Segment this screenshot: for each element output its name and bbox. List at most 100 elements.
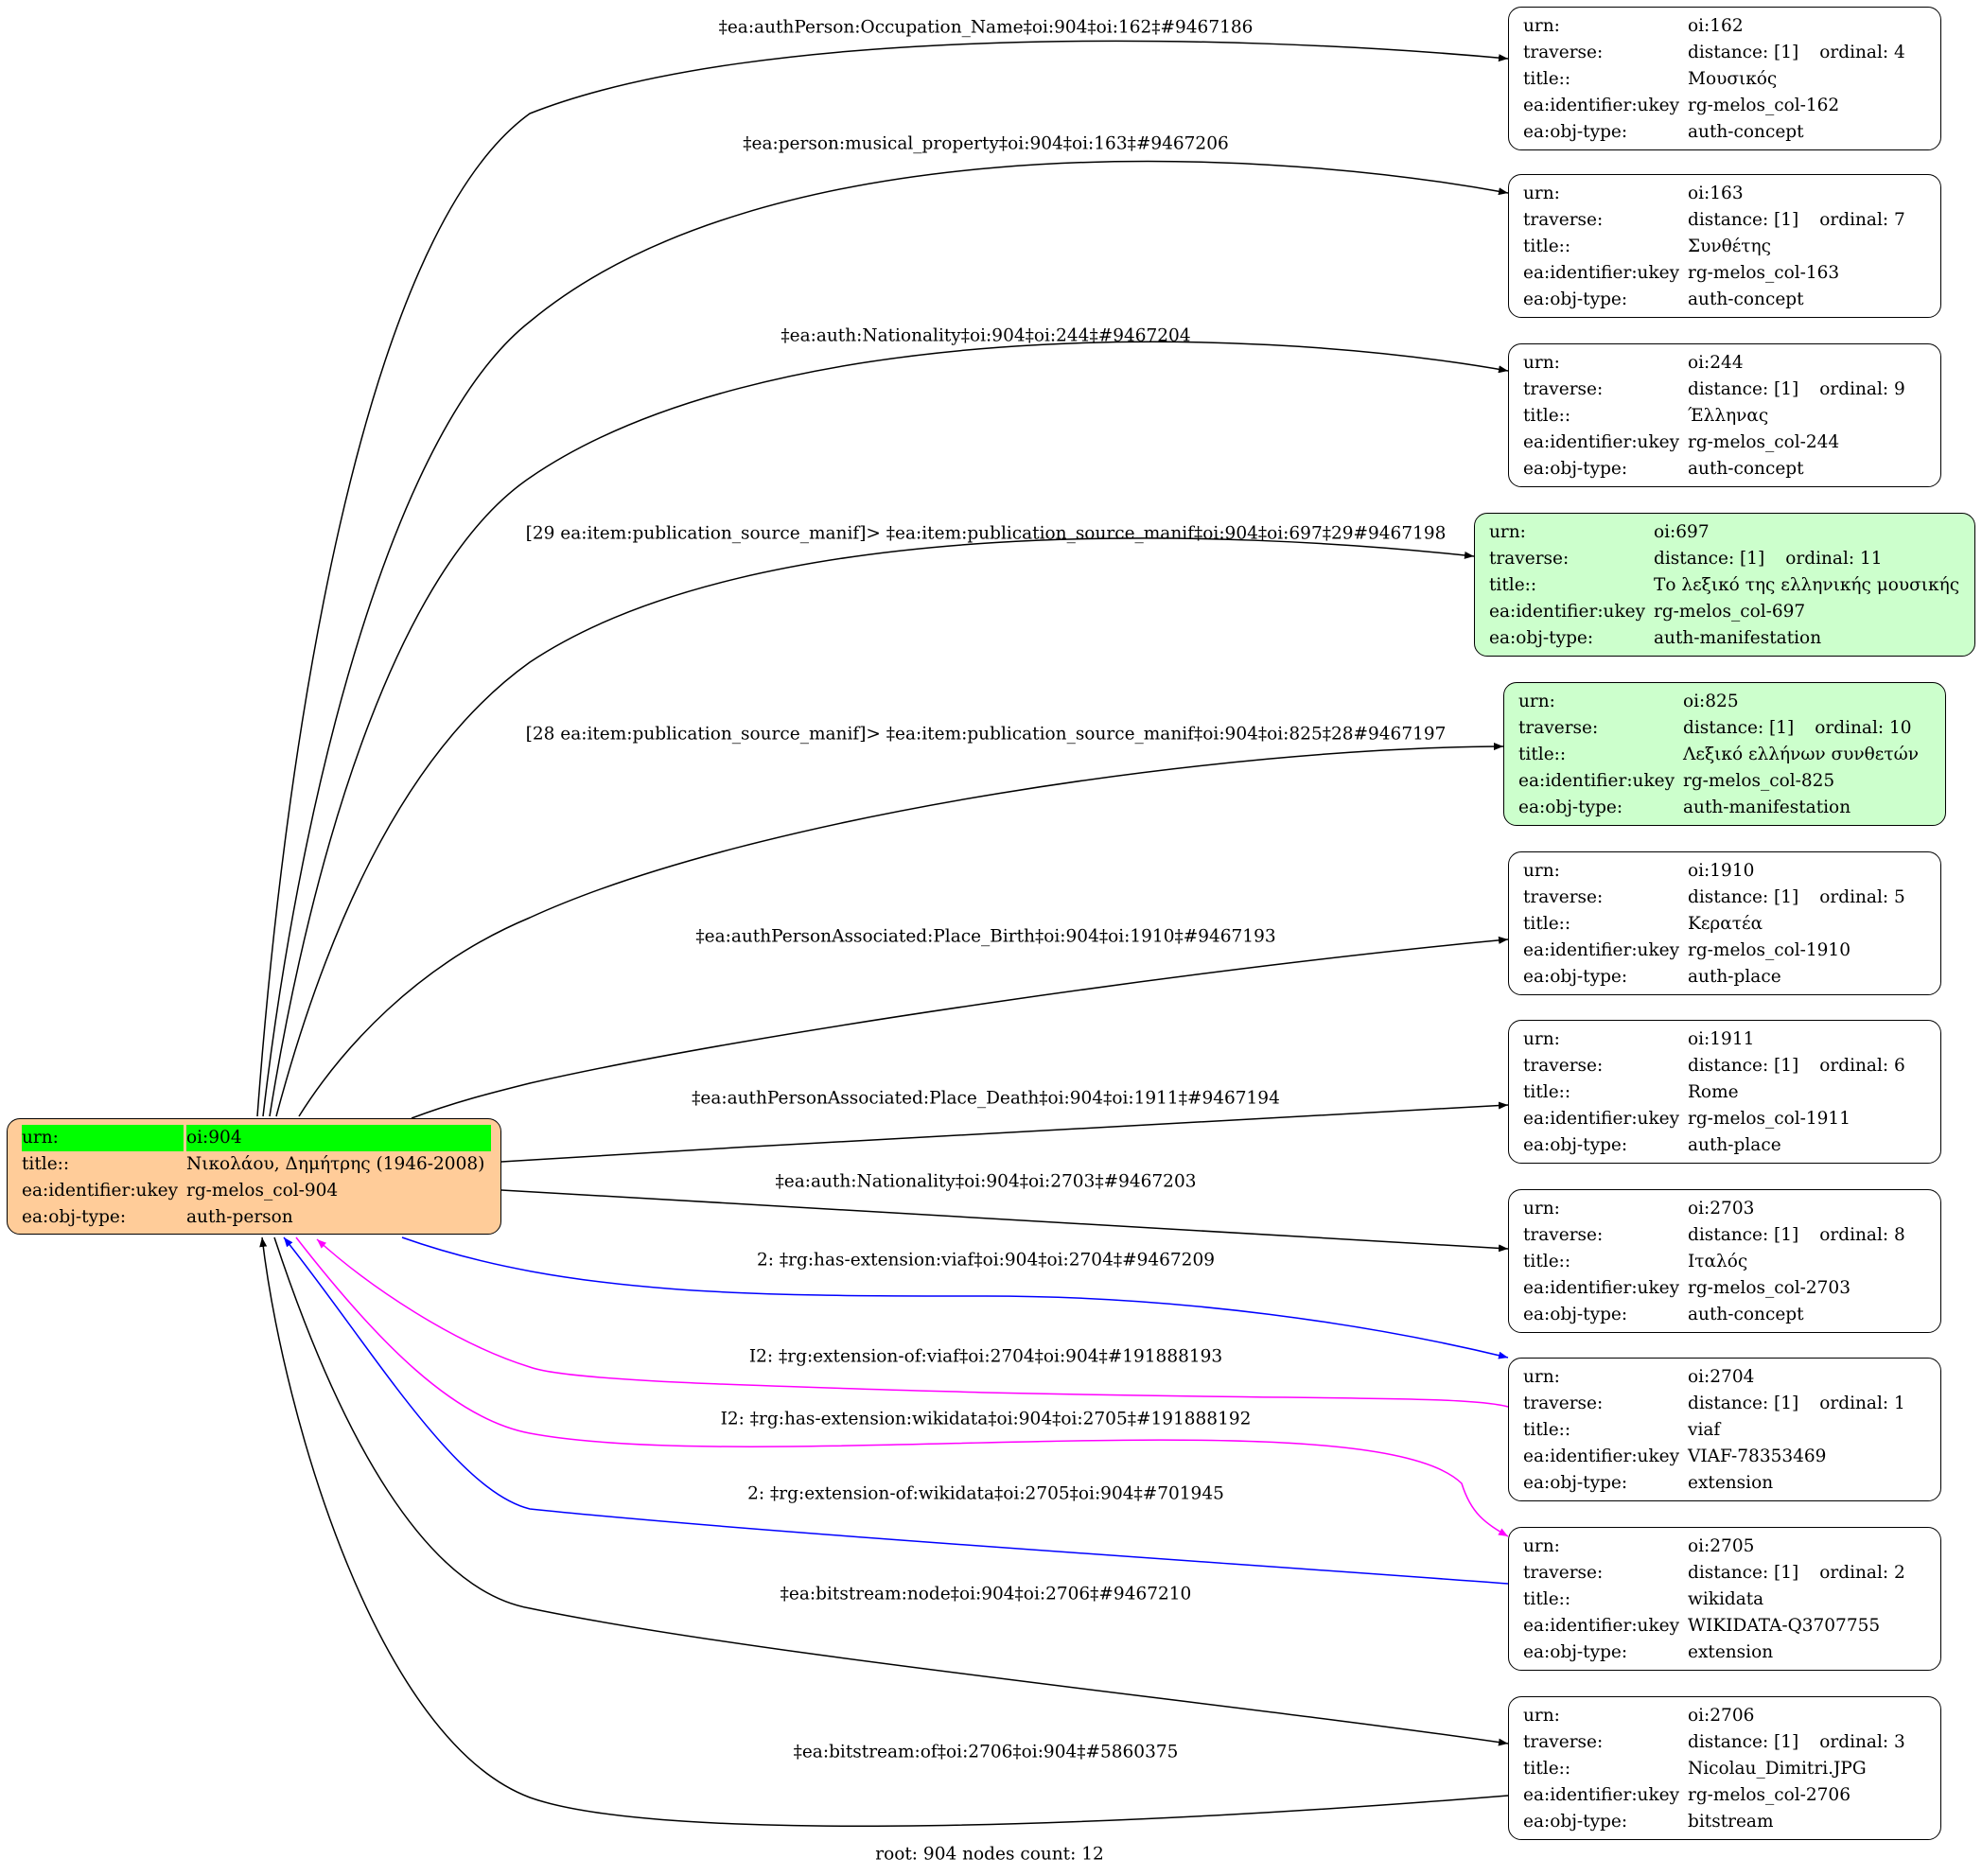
row-key: title:: xyxy=(1523,1589,1571,1609)
row-key: title:: xyxy=(1523,1759,1571,1779)
row-key: urn: xyxy=(1518,692,1555,711)
node-row-traverse: traverse: distance: [1] ordinal: 5 xyxy=(1523,885,1931,911)
row-key: ea:identifier:ukey xyxy=(1523,96,1680,115)
node-row-ukey: ea:identifier:ukey rg-melos_col-2706 xyxy=(1523,1782,1931,1809)
node-row-title: title:: Λεξικό ελλήνων συνθετών xyxy=(1518,742,1936,768)
row-key: ea:identifier:ukey xyxy=(1518,771,1675,791)
row-key: ea:obj-type: xyxy=(1523,1812,1628,1832)
edge-1 xyxy=(262,160,1509,1117)
row-key: urn: xyxy=(1523,1706,1560,1726)
node-oi-2704[interactable]: urn: oi:2704 traverse: distance: [1] ordinal… xyxy=(1508,1358,1941,1501)
row-value-type: auth-concept xyxy=(1688,459,1804,479)
node-row-title: title:: Το λεξικό της ελληνικής μουσικής xyxy=(1489,572,1965,599)
row-value: auth-person xyxy=(186,1207,293,1227)
edge-label: ‡ea:person:musical_property‡oi:904‡oi:16… xyxy=(743,133,1229,154)
edge-6 xyxy=(500,1101,1509,1163)
node-row-ukey: ea:identifier:ukey rg-melos_col-825 xyxy=(1518,768,1936,795)
row-key: ea:obj-type: xyxy=(1523,1305,1628,1324)
node-row-title: title:: wikidata xyxy=(1523,1587,1931,1613)
node-row-traverse: traverse: distance: [1] ordinal: 6 xyxy=(1523,1053,1931,1079)
row-value-ukey: WIKIDATA-Q3707755 xyxy=(1688,1616,1881,1636)
edge-12 xyxy=(273,1236,1509,1746)
row-value-type: auth-place xyxy=(1688,967,1781,987)
root-row-type: ea:obj-type: auth-person xyxy=(22,1204,491,1231)
row-key: ea:identifier:ukey xyxy=(1523,1278,1680,1298)
edge-13 xyxy=(259,1236,1509,1828)
row-value-type: auth-manifestation xyxy=(1683,798,1851,817)
node-oi-244[interactable]: urn: oi:244 traverse: distance: [1] ordinal:… xyxy=(1508,343,1941,487)
row-key: ea:obj-type: xyxy=(1523,1642,1628,1662)
node-oi-2705[interactable]: urn: oi:2705 traverse: distance: [1] ordinal… xyxy=(1508,1527,1941,1671)
node-row-urn: urn: oi:2705 xyxy=(1523,1534,1931,1560)
row-key: ea:identifier:ukey xyxy=(1523,1616,1680,1636)
row-key: title:: xyxy=(22,1154,70,1174)
row-value-urn: oi:163 xyxy=(1688,184,1744,203)
row-value-title: Έλληνας xyxy=(1688,406,1769,426)
row-value-urn: oi:244 xyxy=(1688,353,1744,373)
node-oi-163[interactable]: urn: oi:163 traverse: distance: [1] ordinal:… xyxy=(1508,174,1941,318)
row-key: ea:obj-type: xyxy=(1523,1473,1628,1493)
node-oi-1910[interactable]: urn: oi:1910 traverse: distance: [1] ordinal… xyxy=(1508,851,1941,995)
row-value-distance: distance: [1] xyxy=(1688,1056,1799,1076)
node-oi-162[interactable]: urn: oi:162 traverse: distance: [1] ordinal:… xyxy=(1508,7,1941,150)
row-key: title:: xyxy=(1523,1420,1571,1440)
row-key: traverse: xyxy=(1523,210,1604,230)
node-row-traverse: traverse: distance: [1] ordinal: 1 xyxy=(1523,1391,1931,1417)
node-row-traverse: traverse: distance: [1] ordinal: 8 xyxy=(1523,1222,1931,1249)
node-oi-697[interactable]: urn: oi:697 traverse: distance: [1] ordinal:… xyxy=(1474,513,1975,657)
node-row-ukey: ea:identifier:ukey VIAF-78353469 xyxy=(1523,1444,1931,1470)
row-key: urn: xyxy=(1523,861,1560,881)
node-row-title: title:: Rome xyxy=(1523,1079,1931,1106)
row-key: traverse: xyxy=(1523,379,1604,399)
node-row-traverse: traverse: distance: [1] ordinal: 11 xyxy=(1489,546,1965,572)
row-value-ordinal: ordinal: 6 xyxy=(1819,1056,1905,1076)
node-row-type: ea:obj-type: auth-concept xyxy=(1523,287,1931,313)
node-row-urn: urn: oi:825 xyxy=(1518,689,1936,715)
row-key: ea:obj-type: xyxy=(1523,289,1628,309)
node-row-urn: urn: oi:2703 xyxy=(1523,1196,1931,1222)
node-row-type: ea:obj-type: auth-concept xyxy=(1523,119,1931,146)
row-value-distance: distance: [1] xyxy=(1654,549,1765,569)
node-row-title: title:: Ιταλός xyxy=(1523,1249,1931,1275)
row-key: ea:identifier:ukey xyxy=(1523,1446,1680,1466)
row-value-urn: oi:1910 xyxy=(1688,861,1755,881)
node-oi-1911[interactable]: urn: oi:1911 traverse: distance: [1] ordinal… xyxy=(1508,1020,1941,1164)
row-key: title:: xyxy=(1489,575,1537,595)
node-oi-2703[interactable]: urn: oi:2703 traverse: distance: [1] ordinal… xyxy=(1508,1189,1941,1333)
node-row-ukey: ea:identifier:ukey rg-melos_col-244 xyxy=(1523,430,1931,456)
row-key: ea:identifier:ukey xyxy=(1523,1785,1680,1805)
row-key: urn: xyxy=(1523,1536,1560,1556)
row-value-type: extension xyxy=(1688,1642,1774,1662)
row-key: traverse: xyxy=(1523,1056,1604,1076)
node-row-type: ea:obj-type: extension xyxy=(1523,1639,1931,1666)
row-key: urn: xyxy=(1523,1367,1560,1387)
node-row-type: ea:obj-type: auth-concept xyxy=(1523,1302,1931,1328)
edge-label: [29 ea:item:publication_source_manif]> ‡… xyxy=(525,523,1447,544)
row-value-urn: oi:162 xyxy=(1688,16,1744,36)
edge-label: ‡ea:authPersonAssociated:Place_Birth‡oi:… xyxy=(695,926,1276,947)
row-value: Νικολάου, Δημήτρης (1946-2008) xyxy=(186,1154,485,1174)
row-key: urn: xyxy=(1523,184,1560,203)
row-key: ea:obj-type: xyxy=(1489,628,1594,648)
node-row-urn: urn: oi:1910 xyxy=(1523,858,1931,885)
row-value-urn: oi:2704 xyxy=(1688,1367,1755,1387)
root-node[interactable]: urn: oi:904 title:: Νικολάου, Δημήτρης (19… xyxy=(7,1118,501,1235)
row-value-title: Λεξικό ελλήνων συνθετών xyxy=(1683,745,1919,764)
node-row-urn: urn: oi:244 xyxy=(1523,350,1931,377)
node-oi-825[interactable]: urn: oi:825 traverse: distance: [1] ordinal:… xyxy=(1503,682,1946,826)
node-row-ukey: ea:identifier:ukey rg-melos_col-2703 xyxy=(1523,1275,1931,1302)
root-row-title: title:: Νικολάου, Δημήτρης (1946-2008) xyxy=(22,1151,491,1178)
row-value-distance: distance: [1] xyxy=(1688,210,1799,230)
row-key: ea:obj-type: xyxy=(1523,459,1628,479)
node-row-title: title:: Nicolau_Dimitri.JPG xyxy=(1523,1756,1931,1782)
node-row-traverse: traverse: distance: [1] ordinal: 10 xyxy=(1518,715,1936,742)
node-oi-2706[interactable]: urn: oi:2706 traverse: distance: [1] ordinal… xyxy=(1508,1696,1941,1840)
row-value-ukey: rg-melos_col-162 xyxy=(1688,96,1840,115)
row-key: traverse: xyxy=(1523,1732,1604,1752)
row-value-ordinal: ordinal: 7 xyxy=(1819,210,1905,230)
node-row-urn: urn: oi:2704 xyxy=(1523,1364,1931,1391)
edge-5 xyxy=(411,936,1509,1119)
root-row-ukey: ea:identifier:ukey rg-melos_col-904 xyxy=(22,1178,491,1204)
node-row-traverse: traverse: distance: [1] ordinal: 9 xyxy=(1523,377,1931,403)
row-value-title: Συνθέτης xyxy=(1688,237,1771,256)
